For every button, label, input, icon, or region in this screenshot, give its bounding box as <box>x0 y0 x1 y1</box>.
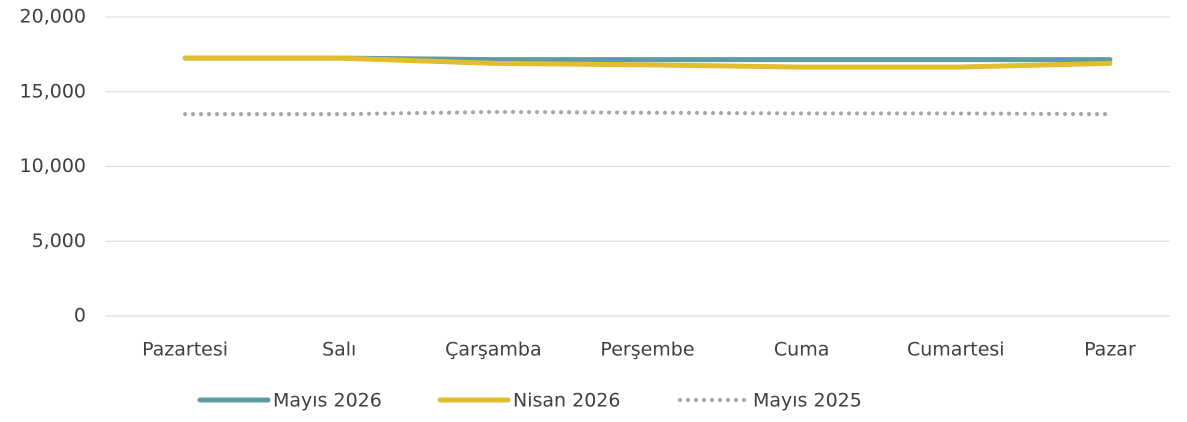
legend-label: Mayıs 2025 <box>753 390 862 412</box>
line-series <box>183 109 1112 117</box>
y-tick-label: 15,000 <box>20 80 86 102</box>
y-tick-label: 20,000 <box>20 6 86 28</box>
x-tick-label: Cuma <box>774 339 829 361</box>
line-series <box>182 55 1113 70</box>
x-tick-label: Pazartesi <box>142 339 228 361</box>
y-tick-label: 5,000 <box>32 230 86 252</box>
x-tick-label: Perşembe <box>600 339 694 361</box>
legend-label: Nisan 2026 <box>513 390 620 412</box>
x-tick-label: Pazar <box>1084 339 1136 361</box>
legend-label: Mayıs 2026 <box>273 390 382 412</box>
x-tick-label: Çarşamba <box>445 339 541 361</box>
x-tick-label: Salı <box>322 339 356 361</box>
x-tick-label: Cumartesi <box>907 339 1005 361</box>
y-tick-label: 10,000 <box>20 155 86 177</box>
y-tick-label: 0 <box>74 305 86 327</box>
